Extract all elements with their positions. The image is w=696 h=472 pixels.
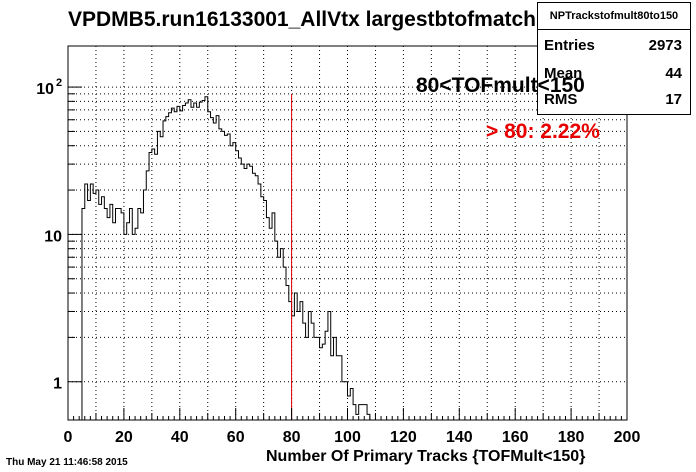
x-tick-label: 120	[390, 429, 417, 446]
x-tick-label: 0	[64, 429, 73, 446]
y-tick-label: 1	[53, 376, 62, 393]
stats-entries-row: Entries 2973	[544, 37, 682, 59]
stats-rms-row: RMS 17	[544, 91, 682, 113]
histogram-series	[81, 96, 371, 420]
x-tick-label: 80	[283, 429, 301, 446]
x-tick-label: 160	[502, 429, 529, 446]
histogram-outline	[81, 96, 371, 420]
x-tick-label: 20	[115, 429, 133, 446]
stats-mean-row: Mean 44	[544, 65, 682, 87]
stats-mean-value: 44	[665, 65, 682, 82]
condition-annotation: 80<TOFmult<150	[416, 74, 585, 97]
x-tick-label: 180	[558, 429, 585, 446]
timestamp: Thu May 21 11:46:58 2015	[6, 457, 128, 468]
stats-box: NPTrackstofmult80to150 Entries 2973 Mean…	[537, 2, 691, 115]
stats-entries-value: 2973	[648, 37, 682, 54]
stats-rms-value: 17	[665, 91, 682, 108]
x-tick-label: 60	[227, 429, 245, 446]
y-tick-label: 10	[44, 228, 62, 245]
chart-title: VPDMB5.run16133001_AllVtx largestbtofmat…	[68, 8, 536, 31]
x-tick-label: 140	[446, 429, 473, 446]
x-axis-label: Number Of Primary Tracks {TOFMult<150}	[266, 448, 586, 465]
x-axis-ticks: 0 20 40 60 80 100 120 140 160 180 200	[64, 408, 641, 446]
stats-entries-label: Entries	[544, 37, 595, 54]
y-tick-label: 10	[36, 81, 54, 98]
stats-box-name: NPTrackstofmult80to150	[538, 3, 690, 30]
fraction-annotation: > 80: 2.22%	[486, 120, 600, 143]
stats-rms-label: RMS	[544, 91, 578, 108]
x-tick-label: 40	[171, 429, 189, 446]
y-tick-label-exponent: 2	[56, 77, 62, 89]
x-tick-label: 100	[334, 429, 361, 446]
stats-mean-label: Mean	[544, 65, 583, 82]
x-tick-label: 200	[614, 429, 641, 446]
